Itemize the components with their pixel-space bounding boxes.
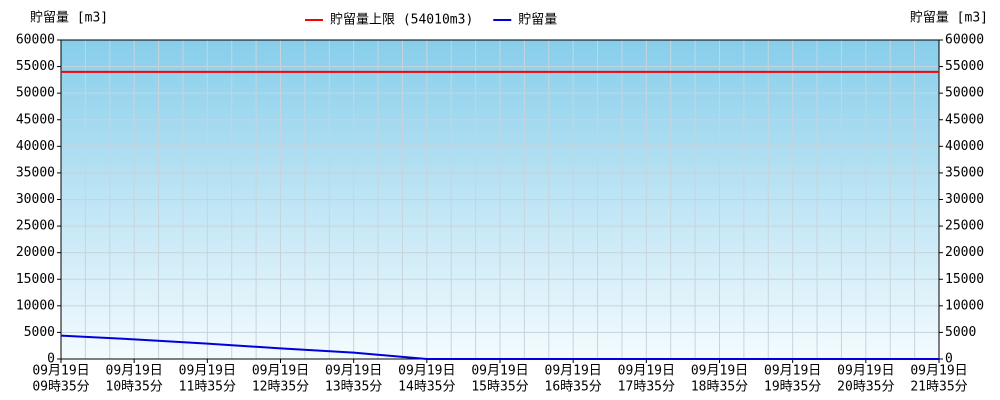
y-tick-label: 40000 bbox=[16, 139, 55, 154]
y2-tick-label: 25000 bbox=[945, 219, 984, 234]
y2-tick-label: 50000 bbox=[945, 86, 984, 101]
x-tick-label: 21時35分 bbox=[910, 380, 967, 395]
x-tick-label: 09月19日 bbox=[910, 364, 967, 379]
legend: 貯留量上限 (54010m3) 貯留量 bbox=[305, 13, 557, 28]
y2-axis-label: 貯留量 [m3] bbox=[910, 11, 988, 26]
x-tick-label: 09月19日 bbox=[691, 364, 748, 379]
y2-tick-label: 30000 bbox=[945, 192, 984, 207]
y-tick-label: 45000 bbox=[16, 112, 55, 127]
y-tick-label: 50000 bbox=[16, 86, 55, 101]
x-tick-label: 09月19日 bbox=[106, 364, 163, 379]
x-tick-label: 10時35分 bbox=[106, 380, 163, 395]
x-tick-label: 09月19日 bbox=[325, 364, 382, 379]
x-tick-label: 13時35分 bbox=[325, 380, 382, 395]
x-tick-label: 09月19日 bbox=[545, 364, 602, 379]
series-line bbox=[60, 334, 939, 360]
y-tick-label: 35000 bbox=[16, 165, 55, 180]
x-tick-label: 15時35分 bbox=[471, 380, 528, 395]
y-tick-label: 5000 bbox=[24, 325, 55, 340]
y-tick-label: 15000 bbox=[16, 272, 55, 287]
x-tick-label: 17時35分 bbox=[618, 380, 675, 395]
x-tick-label: 19時35分 bbox=[764, 380, 821, 395]
x-tick-label: 09月19日 bbox=[618, 364, 675, 379]
y-tick-label: 10000 bbox=[16, 298, 55, 313]
x-tick-label: 09月19日 bbox=[764, 364, 821, 379]
y2-tick-label: 0 bbox=[945, 352, 953, 367]
x-tick-label: 09月19日 bbox=[471, 364, 528, 379]
y2-tick-label: 10000 bbox=[945, 298, 984, 313]
y-axis-label: 貯留量 [m3] bbox=[30, 11, 108, 26]
y2-tick-label: 15000 bbox=[945, 272, 984, 287]
x-tick-label: 20時35分 bbox=[837, 380, 894, 395]
x-tick-label: 12時35分 bbox=[252, 380, 309, 395]
y2-tick-label: 40000 bbox=[945, 139, 984, 154]
y2-tick-label: 45000 bbox=[945, 112, 984, 127]
y2-tick-label: 60000 bbox=[945, 33, 984, 48]
x-tick-label: 16時35分 bbox=[545, 380, 602, 395]
x-tick-label: 09月19日 bbox=[398, 364, 455, 379]
y-tick-label: 60000 bbox=[16, 33, 55, 48]
y2-tick-label: 55000 bbox=[945, 59, 984, 74]
legend-label: 貯留量 bbox=[518, 13, 557, 28]
x-tick-label: 11時35分 bbox=[179, 380, 236, 395]
x-tick-label: 09月19日 bbox=[252, 364, 309, 379]
x-tick-label: 09月19日 bbox=[32, 364, 89, 379]
legend-label: 貯留量上限 (54010m3) bbox=[330, 13, 473, 28]
y2-tick-label: 35000 bbox=[945, 165, 984, 180]
x-tick-label: 09月19日 bbox=[837, 364, 894, 379]
y-tick-label: 0 bbox=[47, 352, 55, 367]
x-tick-label: 09時35分 bbox=[32, 380, 89, 395]
y-tick-label: 25000 bbox=[16, 219, 55, 234]
x-tick-label: 14時35分 bbox=[398, 380, 455, 395]
y-tick-label: 30000 bbox=[16, 192, 55, 207]
y-tick-label: 55000 bbox=[16, 59, 55, 74]
y2-tick-label: 5000 bbox=[945, 325, 976, 340]
x-tick-label: 18時35分 bbox=[691, 380, 748, 395]
y-tick-label: 20000 bbox=[16, 245, 55, 260]
x-tick-label: 09月19日 bbox=[179, 364, 236, 379]
y2-tick-label: 20000 bbox=[945, 245, 984, 260]
